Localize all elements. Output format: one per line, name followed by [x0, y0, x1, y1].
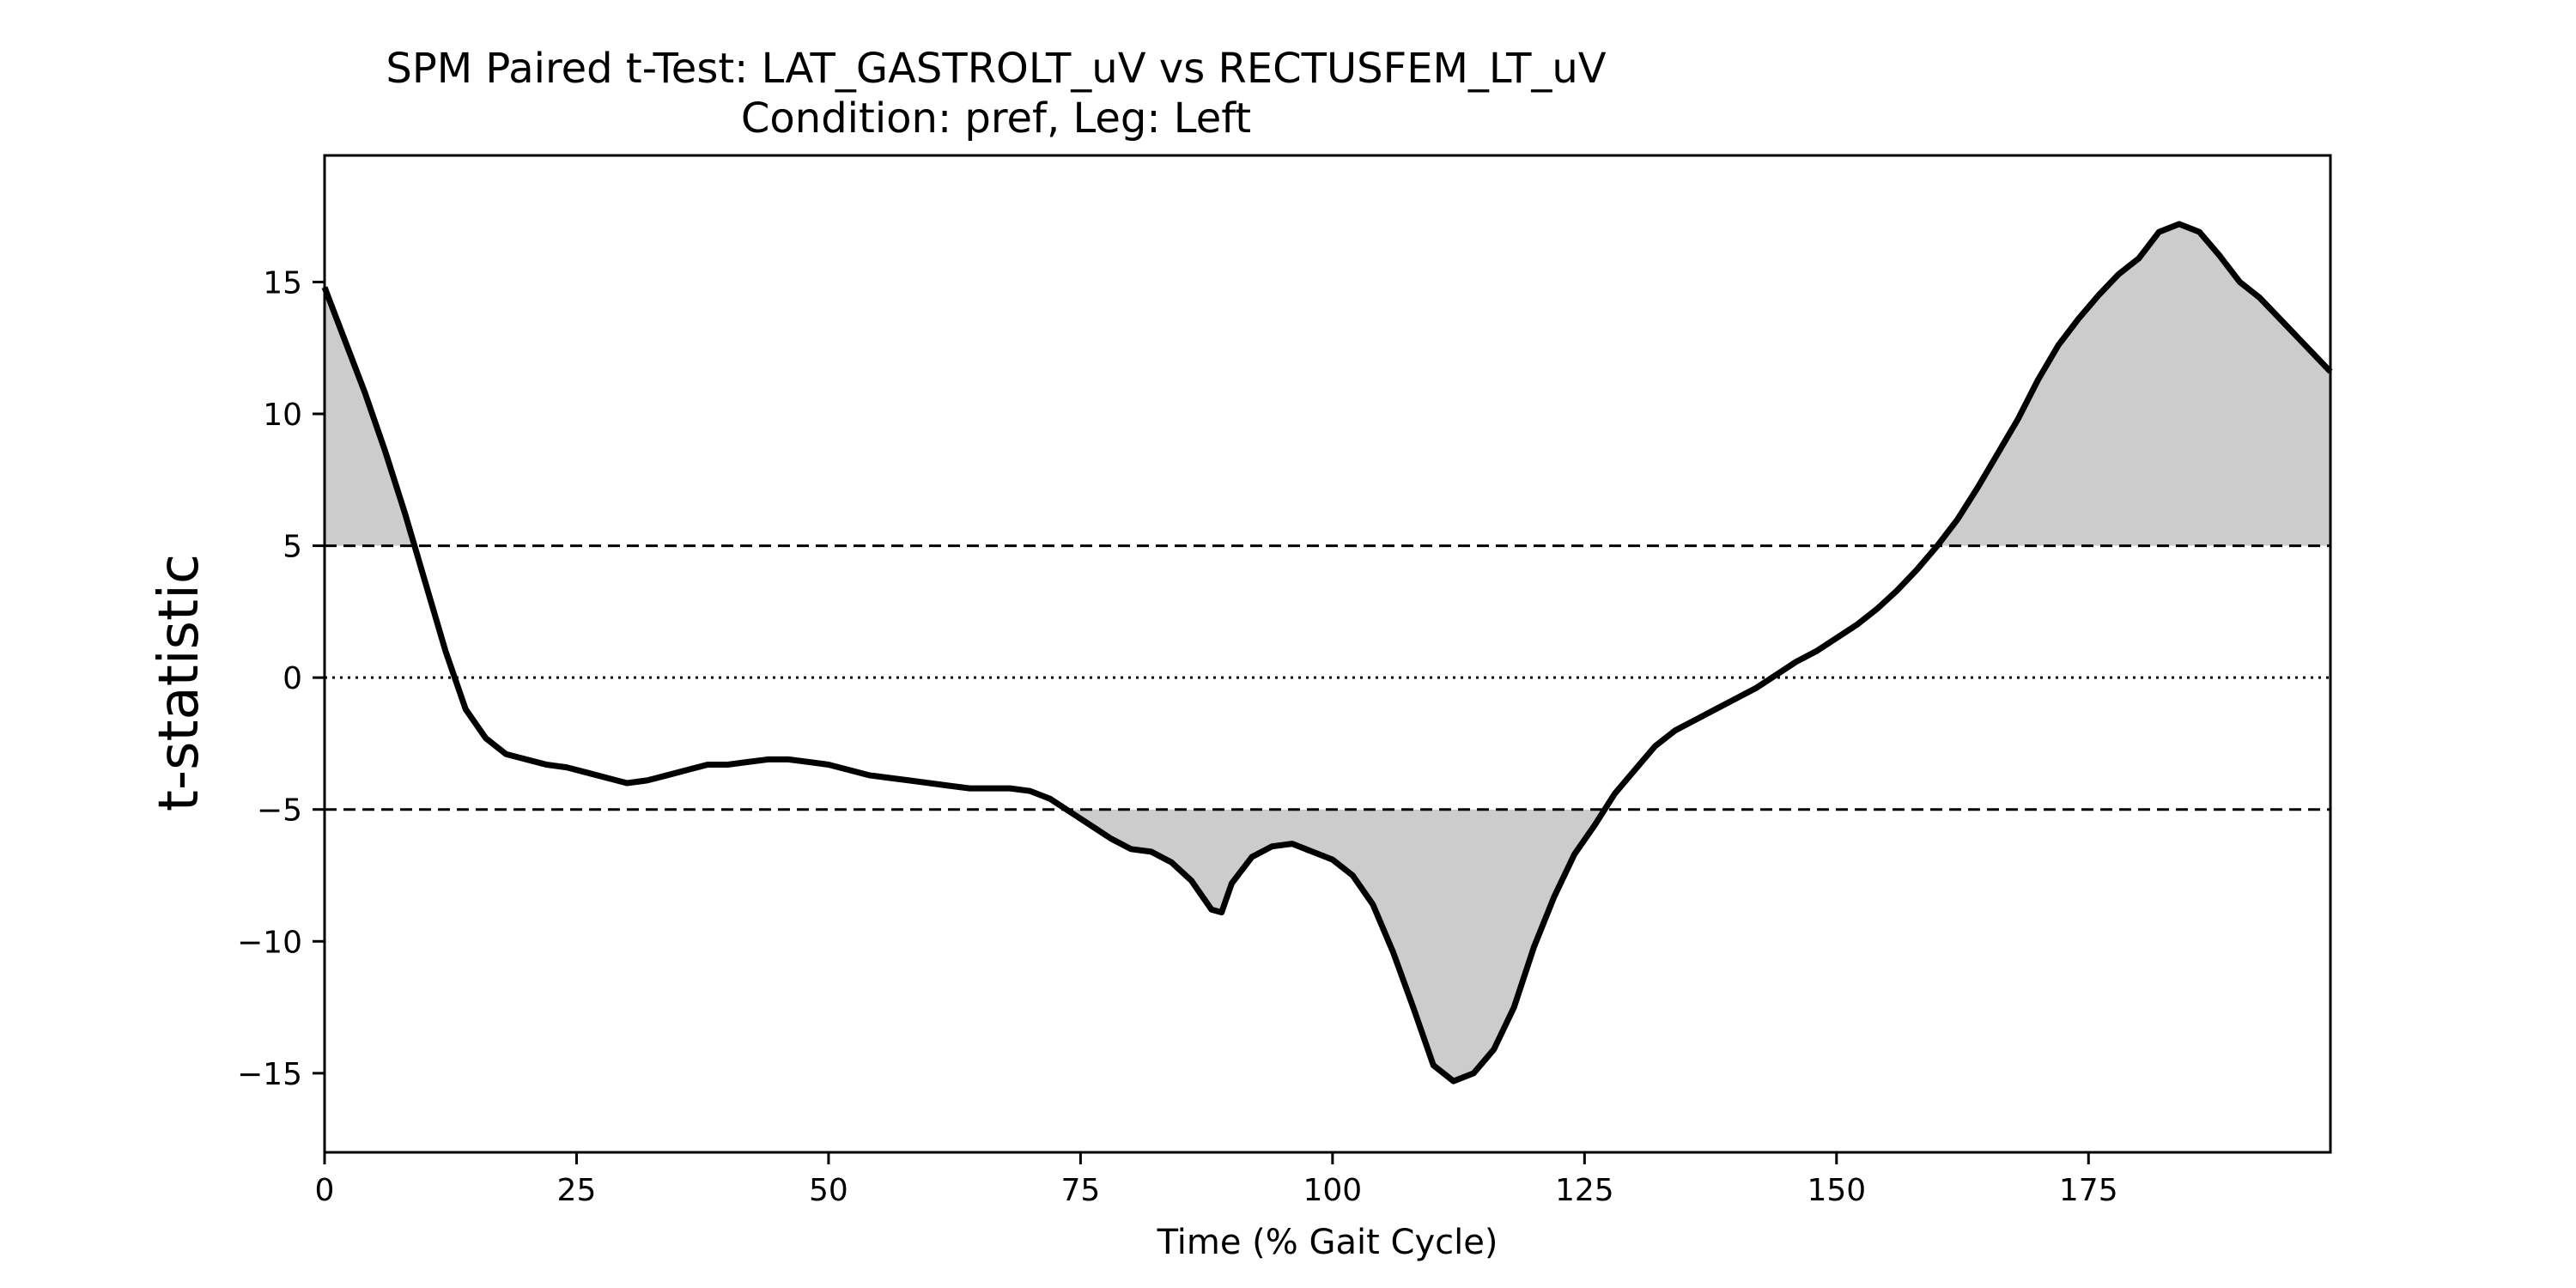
x-tick-label: 50 [809, 1173, 848, 1208]
lower-significance-region-0 [1066, 809, 1605, 1082]
y-tick-label: −15 [237, 1057, 302, 1092]
y-tick-label: −5 [257, 793, 302, 829]
significance-fill-layer [325, 223, 2330, 1082]
axes-frame [323, 154, 2332, 1154]
y-tick-label: 15 [263, 265, 302, 301]
t-statistic-line [321, 221, 2333, 1084]
y-axis: 15 10 5 0 −5 −10 −15 [237, 265, 325, 1092]
y-tick-label: 5 [283, 530, 302, 565]
x-tick-label: 25 [557, 1173, 597, 1208]
x-tick-label: 75 [1060, 1173, 1100, 1208]
chart-subtitle: Condition: pref, Leg: Left [741, 94, 1251, 143]
x-tick-label: 0 [315, 1173, 335, 1208]
y-axis-label: t-statistic [148, 554, 211, 811]
upper-significance-region-1 [1937, 223, 2330, 546]
y-tick-label: 10 [263, 398, 302, 433]
x-tick-label: 125 [1555, 1173, 1614, 1208]
x-tick-label: 175 [2059, 1173, 2118, 1208]
chart-title: SPM Paired t-Test: LAT_GASTROLT_uV vs RE… [386, 45, 1606, 93]
x-tick-label: 150 [1807, 1173, 1866, 1208]
y-tick-label: 0 [283, 661, 302, 696]
plot-area [321, 154, 2333, 1154]
x-axis-label: Time (% Gait Cycle) [1157, 1223, 1498, 1262]
x-axis: 0 25 50 75 100 125 150 175 [315, 1152, 2118, 1208]
x-tick-label: 100 [1303, 1173, 1363, 1208]
y-tick-label: −10 [237, 925, 302, 960]
